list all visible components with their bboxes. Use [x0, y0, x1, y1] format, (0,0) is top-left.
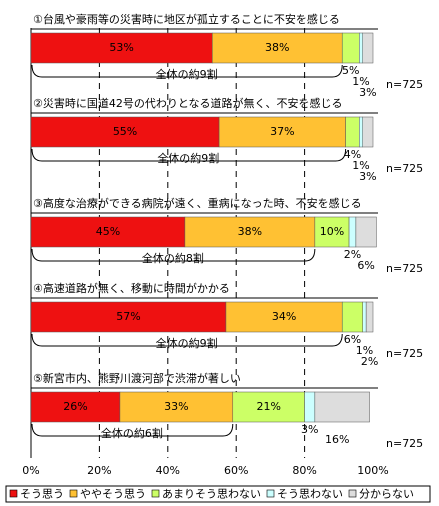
data-label: 6%: [344, 333, 361, 346]
bar-segment: [30, 32, 213, 64]
bar-segment: [341, 32, 360, 64]
brace: [31, 64, 343, 78]
bar-segment: [362, 301, 367, 333]
data-label: 3%: [301, 423, 318, 436]
annotation: 全体の約9割: [157, 151, 219, 165]
x-tick-label: 60%: [224, 464, 248, 477]
data-label: 33%: [164, 400, 188, 413]
data-label: 5%: [342, 64, 359, 77]
legend-label: あまりそう思わない: [162, 488, 261, 501]
legend-label: 分からない: [359, 488, 414, 501]
category-title: ⑤新宮市内、熊野川渡河部で渋滞が著しい: [33, 371, 241, 385]
annotation: 全体の約8割: [142, 251, 204, 265]
data-label: 53%: [109, 41, 133, 54]
bar-segment: [119, 391, 234, 423]
category-title: ④高速道路が無く、移動に時間がかかる: [33, 281, 230, 295]
legend-label: ややそう思う: [80, 488, 146, 501]
data-label: 1%: [352, 159, 369, 172]
category-title: ③高度な治療ができる病院が遠く、重病になった時、不安を感じる: [33, 196, 362, 210]
data-label: 1%: [352, 75, 369, 88]
sample-size: n=725: [386, 262, 423, 275]
data-label: 45%: [96, 225, 120, 238]
data-label: 57%: [116, 310, 140, 323]
annotation: 全体の約6割: [101, 426, 163, 440]
data-label: 3%: [359, 170, 376, 183]
data-label: 37%: [270, 125, 294, 138]
x-tick-label: 100%: [357, 464, 388, 477]
bar-segment: [341, 301, 363, 333]
data-label: 1%: [356, 344, 373, 357]
x-tick-label: 40%: [156, 464, 180, 477]
bar-segment: [359, 116, 363, 148]
data-label: 2%: [361, 355, 378, 368]
bar-segment: [225, 301, 343, 333]
x-tick-label: 0%: [22, 464, 39, 477]
bar-segment: [362, 32, 374, 64]
brace: [31, 148, 347, 162]
bar-segment: [304, 391, 316, 423]
data-label: 26%: [63, 400, 87, 413]
bar-segment: [359, 32, 363, 64]
annotation: 全体の約9割: [156, 336, 218, 350]
brace: [31, 248, 316, 262]
data-label: 3%: [359, 86, 376, 99]
sample-size: n=725: [386, 347, 423, 360]
bar-segment: [30, 301, 227, 333]
data-label: 16%: [325, 433, 349, 446]
legend-swatch: [9, 489, 18, 498]
bar-segment: [30, 116, 220, 148]
data-label: 38%: [238, 225, 262, 238]
brace: [31, 423, 234, 437]
sample-size: n=725: [386, 437, 423, 450]
bar-segment: [232, 391, 305, 423]
legend-swatch: [348, 489, 357, 498]
category-title: ①台風や豪雨等の災害時に地区が孤立することに不安を感じる: [33, 12, 340, 26]
legend-label: そう思わない: [277, 488, 343, 501]
sample-size: n=725: [386, 78, 423, 91]
bar-segment: [184, 216, 316, 248]
annotation: 全体の約9割: [156, 67, 218, 81]
legend-box: [5, 485, 431, 503]
x-tick-label: 80%: [292, 464, 316, 477]
category-title: ②災害時に国道42号の代わりとなる道路が無く、不安を感じる: [33, 96, 343, 110]
data-label: 38%: [265, 41, 289, 54]
sample-size: n=725: [386, 162, 423, 175]
bar-segment: [345, 116, 360, 148]
data-label: 2%: [344, 248, 361, 261]
data-label: 6%: [357, 259, 374, 272]
data-label: 10%: [320, 225, 344, 238]
bar-segment: [314, 391, 370, 423]
x-tick-label: 20%: [87, 464, 111, 477]
bar-segment: [30, 391, 121, 423]
bar-segment: [355, 216, 377, 248]
brace: [31, 333, 343, 347]
bar-segment: [218, 116, 346, 148]
legend-label: そう思う: [20, 488, 64, 501]
bar-segment: [365, 301, 374, 333]
legend-swatch: [151, 489, 160, 498]
data-label: 55%: [113, 125, 137, 138]
bar-segment: [362, 116, 374, 148]
data-label: 21%: [256, 400, 280, 413]
data-label: 4%: [344, 148, 361, 161]
bar-segment: [348, 216, 357, 248]
legend-swatch: [69, 489, 78, 498]
data-label: 34%: [272, 310, 296, 323]
bar-segment: [30, 216, 186, 248]
legend-swatch: [266, 489, 275, 498]
